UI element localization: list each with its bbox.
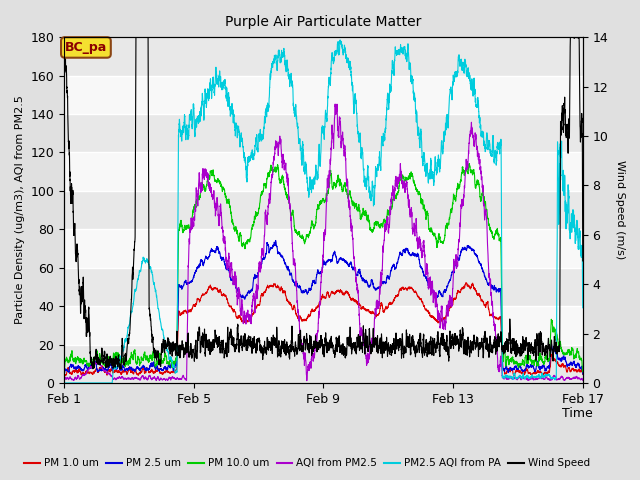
Wind Speed bbox=[372, 335, 380, 340]
PM 10.0 um bbox=[579, 369, 587, 375]
Line: PM2.5 AQI from PA: PM2.5 AQI from PA bbox=[64, 40, 583, 383]
Wind Speed bbox=[398, 352, 406, 358]
AQI from PM2.5 bbox=[259, 252, 266, 257]
Wind Speed bbox=[259, 350, 266, 356]
PM 2.5 um bbox=[579, 371, 587, 377]
PM 1.0 um bbox=[462, 280, 470, 286]
PM2.5 AQI from PA bbox=[259, 133, 266, 139]
Line: PM 10.0 um: PM 10.0 um bbox=[64, 164, 583, 372]
AQI from PM2.5 bbox=[60, 377, 68, 383]
Wind Speed bbox=[116, 366, 124, 372]
PM 1.0 um bbox=[579, 372, 587, 377]
PM 2.5 um bbox=[272, 238, 280, 243]
AQI from PM2.5 bbox=[303, 378, 310, 384]
Wind Speed bbox=[447, 342, 455, 348]
Bar bbox=[64, 229, 583, 268]
PM 1.0 um bbox=[447, 304, 455, 310]
Bar bbox=[64, 268, 583, 306]
Y-axis label: Particle Density (ug/m3), AQI from PM2.5: Particle Density (ug/m3), AQI from PM2.5 bbox=[15, 96, 25, 324]
PM 10.0 um bbox=[371, 220, 379, 226]
Wind Speed bbox=[155, 358, 163, 364]
Bar bbox=[64, 345, 583, 383]
PM2.5 AQI from PA bbox=[397, 48, 405, 54]
PM 10.0 um bbox=[154, 357, 162, 363]
AQI from PM2.5 bbox=[332, 101, 339, 107]
Wind Speed bbox=[487, 342, 495, 348]
PM 2.5 um bbox=[397, 252, 405, 258]
PM 1.0 um bbox=[259, 291, 266, 297]
Legend: PM 1.0 um, PM 2.5 um, PM 10.0 um, AQI from PM2.5, PM2.5 AQI from PA, Wind Speed: PM 1.0 um, PM 2.5 um, PM 10.0 um, AQI fr… bbox=[20, 454, 595, 472]
PM2.5 AQI from PA bbox=[60, 380, 68, 386]
PM 1.0 um bbox=[60, 376, 68, 382]
Title: Purple Air Particulate Matter: Purple Air Particulate Matter bbox=[225, 15, 422, 29]
AQI from PM2.5 bbox=[487, 285, 495, 291]
PM 2.5 um bbox=[60, 372, 68, 378]
PM 1.0 um bbox=[371, 312, 379, 318]
AQI from PM2.5 bbox=[579, 378, 587, 384]
PM 2.5 um bbox=[259, 257, 266, 263]
Y-axis label: Wind Speed (m/s): Wind Speed (m/s) bbox=[615, 160, 625, 260]
Line: Wind Speed: Wind Speed bbox=[64, 37, 583, 369]
PM2.5 AQI from PA bbox=[371, 180, 379, 185]
PM 10.0 um bbox=[487, 227, 495, 233]
PM 1.0 um bbox=[154, 366, 162, 372]
Wind Speed bbox=[579, 258, 587, 264]
PM 10.0 um bbox=[447, 209, 455, 215]
Line: PM 1.0 um: PM 1.0 um bbox=[64, 283, 583, 379]
Bar bbox=[64, 191, 583, 229]
Bar bbox=[64, 37, 583, 75]
AQI from PM2.5 bbox=[398, 173, 406, 179]
PM 2.5 um bbox=[447, 272, 455, 278]
PM 10.0 um bbox=[259, 191, 266, 196]
PM2.5 AQI from PA bbox=[447, 89, 455, 95]
Bar bbox=[64, 114, 583, 152]
PM2.5 AQI from PA bbox=[154, 306, 162, 312]
Text: BC_pa: BC_pa bbox=[65, 41, 107, 54]
Bar bbox=[64, 306, 583, 345]
Line: PM 2.5 um: PM 2.5 um bbox=[64, 240, 583, 375]
Line: AQI from PM2.5: AQI from PM2.5 bbox=[64, 104, 583, 381]
PM2.5 AQI from PA bbox=[336, 37, 344, 43]
PM 10.0 um bbox=[397, 176, 405, 181]
Bar bbox=[64, 152, 583, 191]
Wind Speed bbox=[60, 207, 68, 213]
PM 10.0 um bbox=[60, 368, 68, 374]
Bar bbox=[64, 75, 583, 114]
PM 2.5 um bbox=[154, 367, 162, 373]
AQI from PM2.5 bbox=[447, 299, 455, 305]
PM 2.5 um bbox=[487, 281, 495, 287]
Wind Speed bbox=[132, 34, 140, 40]
PM 10.0 um bbox=[465, 161, 473, 167]
PM2.5 AQI from PA bbox=[487, 150, 495, 156]
PM2.5 AQI from PA bbox=[579, 305, 587, 311]
AQI from PM2.5 bbox=[154, 374, 162, 380]
PM 1.0 um bbox=[487, 312, 495, 318]
X-axis label: Time: Time bbox=[563, 407, 593, 420]
PM 1.0 um bbox=[397, 286, 405, 292]
PM 2.5 um bbox=[371, 287, 379, 293]
AQI from PM2.5 bbox=[372, 306, 380, 312]
